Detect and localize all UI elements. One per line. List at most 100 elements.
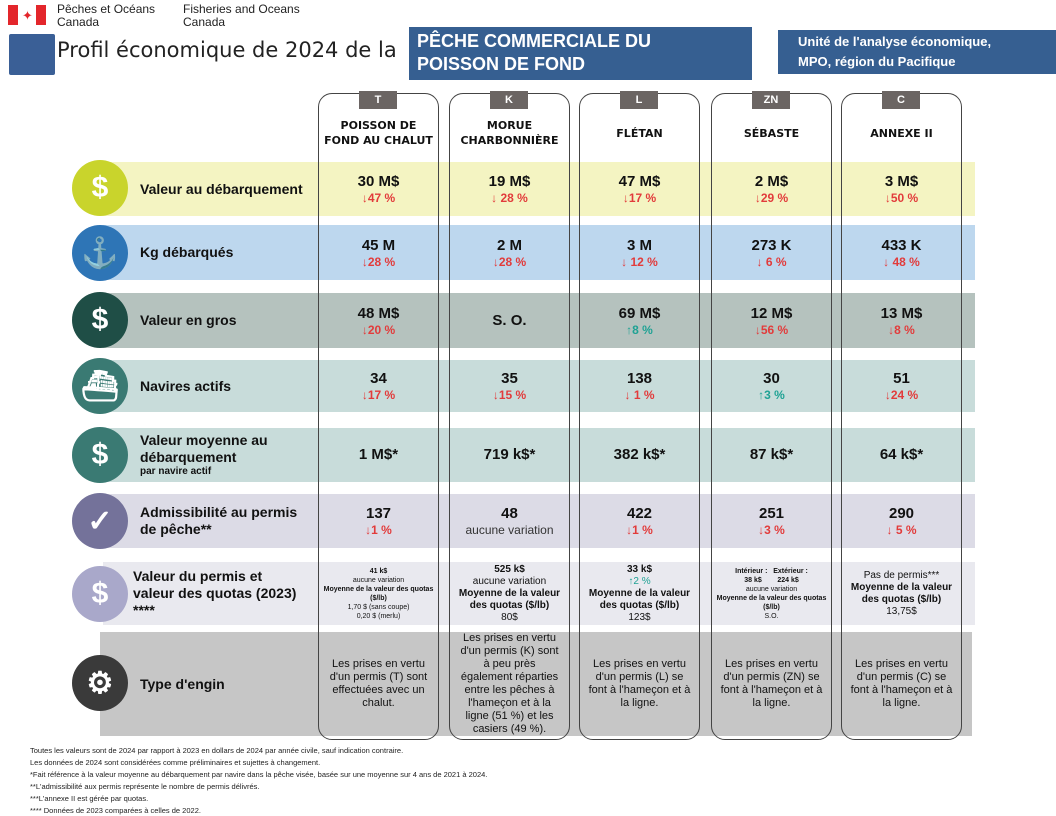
permit-cell: Intérieur : Extérieur :38 k$ 224 k$ aucun… bbox=[715, 562, 828, 625]
data-cell: 382 k$* bbox=[579, 428, 700, 482]
row-band-6 bbox=[103, 562, 975, 625]
permit-line: Pas de permis*** bbox=[863, 569, 940, 581]
data-cell: 137 ↓1 % bbox=[318, 494, 439, 548]
permit-line: aucune variation bbox=[745, 585, 798, 593]
permit-line: 1,70 $ (sans coupe) bbox=[347, 603, 410, 611]
permit-line: 33 k$ bbox=[626, 563, 653, 575]
footnote: Les données de 2024 sont considérées com… bbox=[30, 758, 321, 767]
data-cell: 48 aucune variation bbox=[449, 494, 570, 548]
data-cell: 2 M ↓28 % bbox=[449, 225, 570, 280]
cell-change: ↓8 % bbox=[888, 322, 915, 337]
row-band-7 bbox=[100, 632, 972, 736]
cell-change: ↓1 % bbox=[626, 523, 653, 537]
column-header: POISSON DE FOND AU CHALUT bbox=[318, 118, 439, 148]
cell-value: 138 bbox=[626, 370, 653, 387]
dollar-icon: $ bbox=[72, 160, 128, 216]
column-name-line1: FLÉTAN bbox=[616, 127, 663, 140]
row-label: Valeur au débarquement bbox=[140, 162, 310, 216]
row-label-text: Kg débarqués bbox=[140, 244, 234, 260]
permit-cell: 525 k$ aucune variation Moyenne de la vale… bbox=[453, 562, 566, 625]
permit-cell: 41 k$ aucune variation Moyenne de la valeu… bbox=[322, 562, 435, 625]
page-title: Profil économique de 2024 de la bbox=[57, 38, 397, 62]
cell-value: 12 M$ bbox=[750, 304, 793, 322]
column-code-badge: C bbox=[882, 91, 920, 109]
row-label: Type d'engin bbox=[140, 632, 310, 736]
row-label-text: Valeur au débarquement bbox=[140, 180, 303, 197]
cell-change: ↓17 % bbox=[361, 388, 396, 402]
footnote: ***L'annexe II est gérée par quotas. bbox=[30, 794, 149, 803]
permit-line: Moyenne de la valeur des quotas ($/lb) bbox=[716, 594, 827, 611]
cell-value: S. O. bbox=[492, 311, 527, 329]
data-cell: 87 k$* bbox=[711, 428, 832, 482]
data-cell: 48 M$ ↓20 % bbox=[318, 293, 439, 348]
cell-change: ↓ 28 % bbox=[491, 191, 528, 205]
cell-value: 251 bbox=[758, 505, 785, 522]
data-cell: 51 ↓24 % bbox=[841, 360, 962, 412]
column-name-line1: POISSON DE bbox=[340, 119, 417, 132]
data-cell: 69 M$ ↑8 % bbox=[579, 293, 700, 348]
data-cell: 45 M ↓28 % bbox=[318, 225, 439, 280]
cell-change: ↓ 5 % bbox=[886, 523, 917, 537]
cell-value: 47 M$ bbox=[618, 173, 661, 190]
cell-value: 48 bbox=[501, 505, 518, 522]
row-band-1 bbox=[103, 225, 975, 280]
cell-change: ↓50 % bbox=[884, 191, 919, 205]
unit-banner: Unité de l'analyse économique, MPO, régio… bbox=[778, 30, 1056, 74]
row-label-text: Valeur du permis et valeur des quotas (2… bbox=[133, 568, 297, 618]
data-cell: 138 ↓ 1 % bbox=[579, 360, 700, 412]
cell-change: ↓47 % bbox=[361, 191, 396, 205]
cell-value: 2 M$ bbox=[754, 173, 789, 190]
cell-change: ↓1 % bbox=[365, 523, 392, 537]
cell-value: 422 bbox=[626, 505, 653, 522]
cell-value: 19 M$ bbox=[488, 173, 531, 190]
column-header: FLÉTAN bbox=[579, 126, 700, 141]
dollar-icon: $ bbox=[72, 566, 128, 622]
permit-line: Moyenne de la valeur des quotas ($/lb) bbox=[850, 581, 953, 605]
cell-change: ↓20 % bbox=[361, 322, 396, 337]
cell-value: 34 bbox=[370, 370, 387, 387]
row-label-text: Valeur en gros bbox=[140, 312, 237, 328]
column-header: MORUE CHARBONNIÈRE bbox=[449, 118, 570, 148]
permit-line: Moyenne de la valeur des quotas ($/lb) bbox=[458, 587, 561, 611]
row-label-text: Admissibilité au permis de pêche** bbox=[140, 504, 298, 537]
data-cell: 64 k$* bbox=[841, 428, 962, 482]
cell-change: ↓3 % bbox=[758, 523, 785, 537]
column-name-line1: MORUE bbox=[486, 119, 533, 132]
column-header: ANNEXE II bbox=[841, 126, 962, 141]
cell-value: 30 bbox=[763, 370, 780, 387]
data-cell: 47 M$ ↓17 % bbox=[579, 162, 700, 216]
column-header: SÉBASTE bbox=[711, 126, 832, 141]
permit-line: 525 k$ bbox=[494, 563, 525, 575]
column-name-line1: ANNEXE II bbox=[870, 127, 933, 140]
cell-value: 719 k$* bbox=[483, 446, 536, 463]
cell-value: 87 k$* bbox=[749, 446, 794, 463]
footnote: *Fait référence à la valeur moyenne au d… bbox=[30, 770, 488, 779]
column-code-badge: L bbox=[620, 91, 658, 109]
permit-cell: 33 k$ ↑2 % Moyenne de la valeur des quotas… bbox=[583, 562, 696, 625]
data-cell: 433 K ↓ 48 % bbox=[841, 225, 962, 280]
cell-value: 3 M$ bbox=[884, 173, 919, 190]
cell-value: 2 M bbox=[496, 236, 522, 254]
data-cell: 251 ↓3 % bbox=[711, 494, 832, 548]
fishery-banner: PÊCHE COMMERCIALE DU POISSON DE FOND bbox=[409, 27, 752, 80]
permit-line: 80$ bbox=[501, 611, 518, 623]
column-code-badge: T bbox=[359, 91, 397, 109]
permit-line: 38 k$ 224 k$ bbox=[744, 576, 799, 584]
row-label-text: Type d'engin bbox=[140, 675, 225, 692]
row-band-0 bbox=[103, 162, 975, 216]
data-cell: 2 M$ ↓29 % bbox=[711, 162, 832, 216]
cell-change: ↓ 6 % bbox=[756, 254, 787, 269]
data-cell: 719 k$* bbox=[449, 428, 570, 482]
data-cell: 273 K ↓ 6 % bbox=[711, 225, 832, 280]
column-name-line2: FOND AU CHALUT bbox=[324, 134, 433, 147]
dollar-icon: $ bbox=[72, 292, 128, 348]
cell-value: 51 bbox=[893, 370, 910, 387]
data-cell: 13 M$ ↓8 % bbox=[841, 293, 962, 348]
data-cell: 3 M ↓ 12 % bbox=[579, 225, 700, 280]
gear-cell: Les prises en vertu d'un permis (ZN) se … bbox=[720, 658, 823, 709]
permit-line: aucune variation bbox=[352, 576, 405, 584]
title-square bbox=[9, 34, 55, 75]
row-label: Valeur moyenne au débarquement par navire… bbox=[140, 428, 310, 482]
cell-value: 35 bbox=[501, 370, 518, 387]
cell-change: ↓ 1 % bbox=[624, 388, 655, 402]
